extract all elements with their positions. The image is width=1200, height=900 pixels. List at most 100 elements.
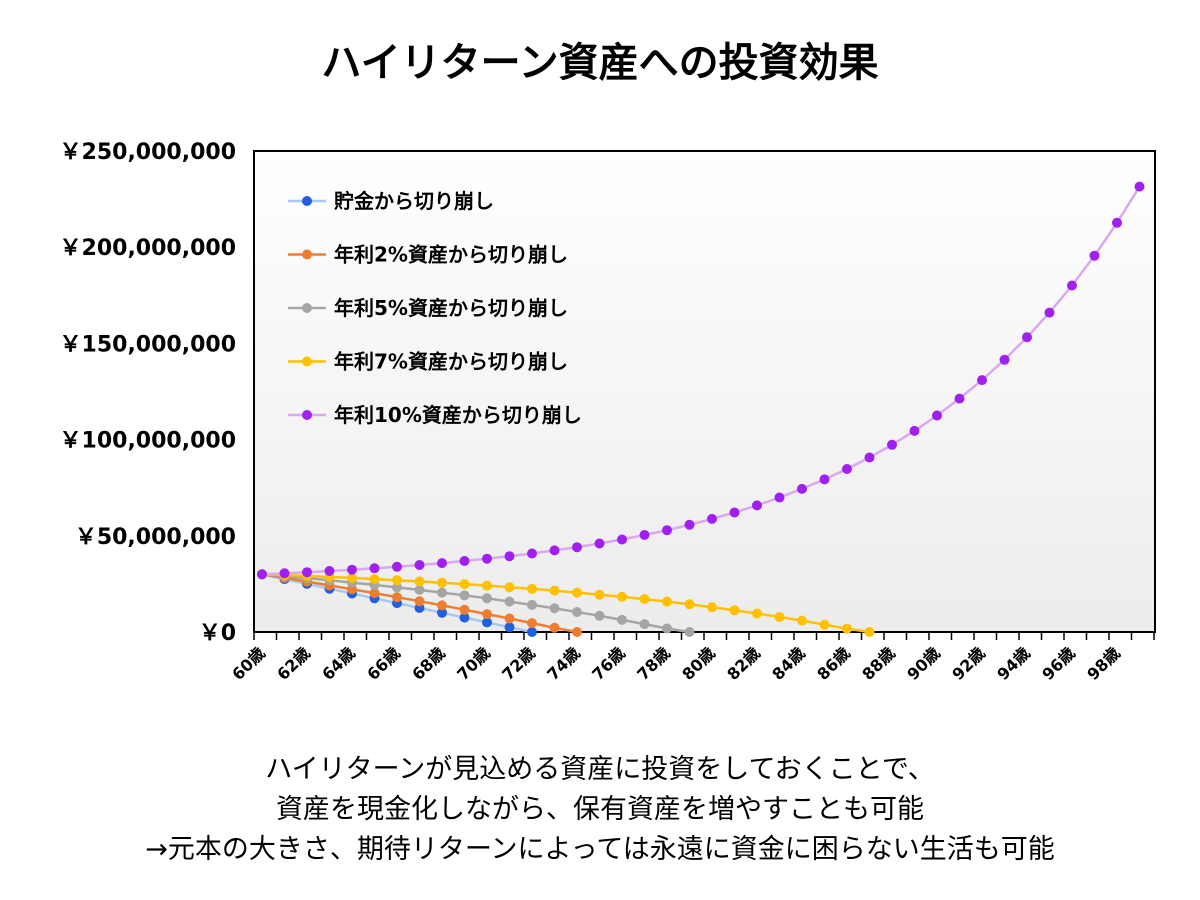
legend-item: 年利7%資産から切り崩し — [288, 350, 568, 374]
x-tick-label: 64歳 — [318, 643, 359, 684]
data-point — [819, 619, 830, 630]
data-point — [527, 627, 537, 637]
data-point — [369, 588, 380, 599]
data-point — [594, 589, 605, 600]
y-tick-label: ￥250,000,000 — [60, 140, 236, 165]
x-tick-label: 66歳 — [363, 643, 404, 684]
x-tick-label: 94歳 — [993, 643, 1034, 684]
legend-label: 年利5%資産から切り崩し — [334, 296, 568, 320]
legend-marker — [302, 303, 312, 313]
data-point — [617, 591, 627, 602]
x-axis: 60歳 62歳 64歳 66歳 68歳 70歳 72歳 74歳 76歳 78歳 80歳 82歳 84歳 8… — [228, 632, 1155, 684]
data-point — [392, 592, 402, 603]
data-point — [504, 582, 515, 593]
data-point — [572, 542, 582, 553]
legend-marker — [302, 356, 312, 367]
data-point — [549, 585, 560, 596]
x-tick-label: 74歳 — [543, 643, 584, 684]
x-tick-label: 92歳 — [948, 643, 989, 684]
legend: 貯金から切り崩し年利2%資産から切り崩し年利5%資産から切り崩し年利7%資産から… — [288, 189, 582, 427]
legend-item: 年利10%資産から切り崩し — [288, 403, 582, 427]
legend-marker — [302, 249, 312, 260]
data-point — [999, 354, 1010, 365]
series-line — [261, 185, 1141, 576]
data-point — [1067, 280, 1077, 291]
data-point — [392, 582, 402, 593]
data-point — [459, 604, 470, 615]
data-point — [482, 553, 492, 564]
data-point — [617, 534, 627, 545]
data-point — [437, 587, 447, 598]
data-point — [594, 610, 605, 621]
data-point — [482, 617, 492, 628]
data-point — [572, 587, 582, 598]
legend-marker — [302, 410, 312, 420]
data-point — [932, 410, 942, 421]
data-point — [392, 561, 402, 572]
caption-line-3: →元本の大きさ、期待リターンによっては永遠に資金に困らない生活も可能 — [145, 834, 1055, 865]
y-axis: ￥0 ￥50,000,000 ￥100,000,000 ￥150,000,000 ￥20… — [60, 140, 236, 646]
y-tick-label: ￥100,000,000 — [60, 429, 236, 454]
data-point — [684, 627, 695, 637]
data-point — [437, 607, 447, 618]
data-point — [527, 599, 537, 610]
x-tick-label: 82歳 — [723, 643, 764, 684]
legend-item: 年利5%資産から切り崩し — [288, 296, 568, 320]
data-point — [504, 551, 515, 562]
data-point — [729, 605, 740, 616]
series-5 — [257, 181, 1145, 580]
data-point — [572, 607, 582, 617]
data-point — [842, 623, 852, 634]
data-point — [369, 574, 380, 585]
data-point — [1022, 332, 1032, 343]
data-point — [909, 425, 920, 436]
caption-line-1: ハイリターンが見込める資産に投資をしておくことで、 — [265, 754, 935, 785]
data-point — [684, 519, 695, 530]
y-tick-label: ￥150,000,000 — [60, 332, 236, 357]
data-point — [414, 584, 425, 595]
data-point — [954, 393, 965, 404]
data-point — [842, 464, 852, 474]
data-point — [527, 583, 537, 594]
caption: ハイリターンが見込める資産に投資をしておくことで、 資産を現金化しながら、保有資… — [0, 750, 1200, 870]
data-point — [437, 558, 447, 569]
y-tick-label: ￥50,000,000 — [75, 525, 236, 550]
data-point — [414, 560, 425, 570]
data-point — [864, 627, 875, 637]
data-point — [302, 567, 312, 578]
data-point — [279, 568, 290, 579]
legend-label: 貯金から切り崩し — [334, 189, 494, 213]
data-point — [369, 563, 380, 574]
data-point — [1134, 181, 1145, 192]
data-point — [797, 615, 807, 626]
data-point — [662, 596, 672, 607]
data-point — [684, 599, 695, 610]
x-tick-label: 78歳 — [633, 643, 674, 684]
data-point — [482, 609, 492, 620]
data-point — [639, 530, 650, 540]
x-tick-label: 72歳 — [498, 643, 539, 684]
data-point — [324, 566, 335, 576]
x-tick-label: 84歳 — [768, 643, 809, 684]
data-point — [414, 576, 425, 587]
data-point — [977, 375, 987, 386]
data-point — [459, 556, 470, 566]
chart-title: ハイリターン資産への投資効果 — [321, 40, 879, 86]
x-tick-label: 70歳 — [453, 643, 494, 684]
x-tick-label: 80歳 — [678, 643, 719, 684]
legend-marker — [302, 196, 312, 206]
y-tick-label: ￥0 — [199, 621, 236, 646]
plot-area — [253, 150, 1156, 633]
data-point — [594, 538, 605, 549]
data-point — [527, 618, 537, 629]
data-point — [662, 623, 672, 634]
caption-line-2: 資産を現金化しながら、保有資産を増やすことも可能 — [276, 794, 924, 825]
data-point — [662, 525, 672, 536]
y-tick-label: ￥200,000,000 — [60, 236, 236, 261]
x-tick-label: 62歳 — [273, 643, 314, 684]
data-point — [504, 622, 515, 633]
data-point — [707, 602, 717, 613]
data-point — [639, 594, 650, 605]
legend-label: 年利2%資産から切り崩し — [334, 243, 568, 267]
